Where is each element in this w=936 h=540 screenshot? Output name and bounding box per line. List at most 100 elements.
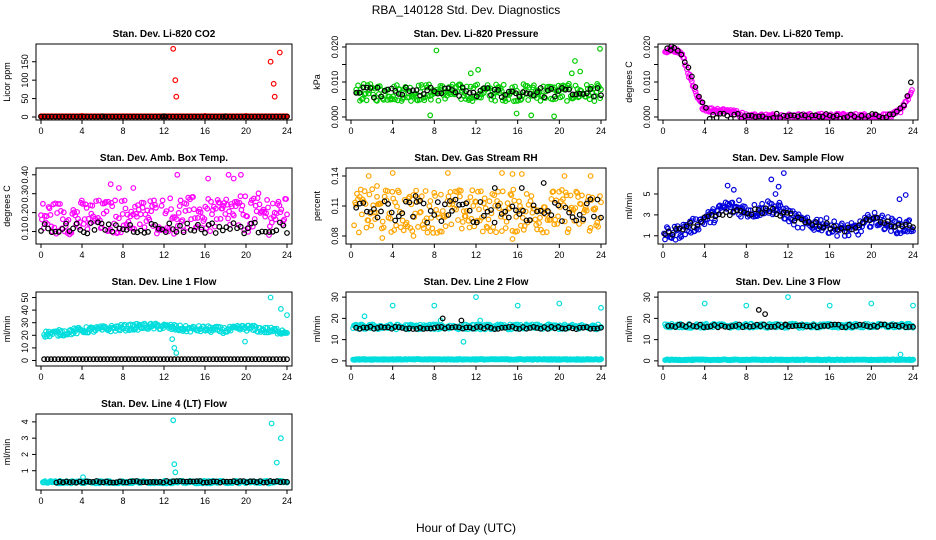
data-point (908, 89, 914, 96)
x-tick-label: 4 (79, 372, 84, 382)
x-tick-label: 16 (513, 250, 523, 260)
data-point (729, 323, 735, 330)
data-point (741, 209, 747, 216)
data-point (268, 219, 275, 226)
data-point (690, 215, 696, 222)
series-black (353, 84, 604, 101)
data-point (80, 479, 86, 486)
data-point (234, 113, 241, 120)
data-point (227, 356, 234, 363)
data-point (130, 228, 137, 235)
series-black (664, 44, 914, 120)
series-group (662, 44, 915, 120)
data-point (112, 222, 119, 229)
data-point (102, 113, 109, 120)
data-point (743, 356, 750, 363)
data-point (410, 87, 416, 94)
data-point (272, 216, 279, 223)
panel-4: Stan. Dev. Amb. Box Temp. degrees C 0 4 8 12 1… (2, 153, 293, 260)
data-point (391, 227, 398, 234)
data-point (212, 113, 219, 120)
data-point (598, 356, 604, 363)
y-axis-label: kPa (312, 74, 322, 90)
data-point (96, 479, 103, 486)
data-point (665, 228, 672, 235)
data-point (374, 325, 381, 331)
data-point (502, 225, 509, 232)
series-group (662, 294, 916, 364)
data-point (459, 325, 466, 332)
data-point (566, 209, 572, 216)
data-point (103, 478, 110, 485)
data-point (174, 356, 181, 363)
data-point (209, 220, 216, 227)
data-point (864, 323, 870, 330)
data-point (400, 94, 407, 101)
data-point (213, 478, 220, 485)
data-point (116, 478, 123, 485)
data-point (513, 90, 519, 97)
data-point (72, 356, 79, 363)
data-point (250, 478, 257, 485)
data-point (488, 92, 494, 98)
data-point (544, 217, 551, 224)
data-point (484, 323, 491, 330)
data-point (356, 200, 363, 207)
data-point (432, 193, 439, 199)
data-point (251, 113, 258, 120)
data-point (83, 356, 90, 363)
data-point (762, 311, 768, 318)
data-point (266, 229, 273, 235)
data-point (172, 77, 179, 84)
data-point (365, 173, 372, 179)
data-point (170, 45, 177, 52)
data-point (147, 198, 154, 205)
x-tick-label: 8 (744, 372, 749, 382)
x-tick-label: 16 (200, 496, 210, 506)
data-point (701, 214, 708, 221)
data-point (430, 229, 437, 236)
data-point (259, 228, 265, 235)
data-point (250, 195, 257, 202)
data-point (673, 225, 679, 232)
data-point (520, 207, 526, 214)
data-point (212, 205, 219, 212)
data-point (248, 220, 255, 227)
y-tick-label: 0.11 (330, 198, 340, 215)
data-point (58, 356, 65, 363)
data-point (395, 324, 402, 331)
x-tick-label: 8 (120, 372, 125, 382)
data-point (738, 213, 744, 220)
data-point (65, 356, 72, 363)
data-point (228, 203, 235, 210)
data-point (745, 207, 752, 214)
data-point (39, 216, 45, 223)
x-tick-label: 12 (471, 126, 481, 136)
data-point (879, 212, 886, 219)
x-tick-label: 24 (282, 496, 292, 506)
data-point (216, 113, 223, 120)
data-point (40, 200, 46, 207)
data-point (725, 324, 732, 331)
data-point (378, 324, 384, 330)
data-point (692, 84, 699, 90)
data-point (499, 170, 505, 176)
data-point (163, 208, 170, 215)
data-point (130, 113, 137, 120)
data-point (741, 203, 748, 210)
data-point (77, 113, 84, 120)
x-tick-label: 12 (783, 250, 793, 260)
data-point (71, 209, 78, 216)
data-point (564, 97, 570, 104)
x-tick-label: 8 (432, 372, 437, 382)
data-point (143, 479, 150, 486)
data-point (129, 356, 136, 363)
data-point (146, 356, 153, 363)
data-point (783, 321, 789, 328)
data-point (46, 205, 53, 212)
data-point (109, 113, 116, 120)
data-point (157, 478, 163, 485)
data-point (259, 113, 265, 120)
data-point (457, 193, 463, 200)
